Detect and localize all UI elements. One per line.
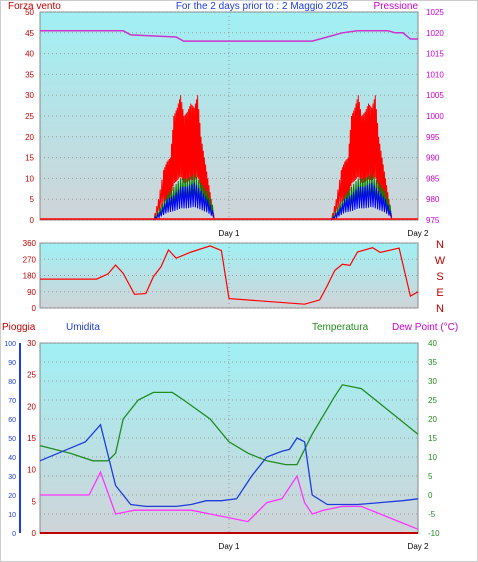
compass-label: E bbox=[436, 287, 443, 299]
rain-tick: 25 bbox=[27, 371, 36, 380]
wind-avg-line bbox=[153, 182, 214, 221]
temp-tick: -10 bbox=[428, 529, 440, 538]
wind-left-tick: 25 bbox=[25, 112, 34, 121]
pressure-tick: 1015 bbox=[426, 50, 444, 59]
temp-tick: 10 bbox=[428, 453, 437, 462]
pressure-tick: 995 bbox=[426, 133, 440, 142]
temp-tick: 40 bbox=[428, 339, 437, 348]
compass-label: N bbox=[436, 239, 444, 251]
humidity-tick: 80 bbox=[8, 379, 16, 386]
direction-tick: 0 bbox=[32, 304, 37, 313]
humidity-tick: 10 bbox=[8, 512, 16, 519]
rain-tick: 20 bbox=[27, 402, 36, 411]
humidity-tick: 20 bbox=[8, 493, 16, 500]
pressure-label: Pressione bbox=[374, 1, 419, 12]
dewpoint-line bbox=[40, 470, 419, 530]
pressure-line bbox=[40, 29, 418, 42]
pressure-tick: 975 bbox=[426, 216, 440, 225]
humidity-tick: 40 bbox=[8, 455, 16, 462]
temp-tick: 5 bbox=[428, 472, 433, 481]
rain-tick: 15 bbox=[27, 434, 36, 443]
pressure-tick: 990 bbox=[426, 154, 440, 163]
wind-left-tick: 5 bbox=[30, 195, 35, 204]
wind-left-tick: 10 bbox=[25, 174, 34, 183]
rain-tick: 0 bbox=[32, 529, 37, 538]
pressure-tick: 1020 bbox=[426, 29, 444, 38]
pressure-tick: 1025 bbox=[426, 8, 444, 17]
temp-tick: -5 bbox=[428, 510, 436, 519]
pressure-tick: 985 bbox=[426, 174, 440, 183]
wind-x-tick: Day 1 bbox=[219, 229, 240, 238]
temperature-label: Temperatura bbox=[312, 322, 369, 333]
temp-tick: 25 bbox=[428, 396, 437, 405]
temperature-line bbox=[39, 384, 419, 466]
humidity-tick: 100 bbox=[4, 341, 16, 348]
wind-title: For the 2 days prior to : 2 Maggio 2025 bbox=[176, 1, 349, 12]
humidity-line bbox=[39, 423, 419, 508]
direction-line bbox=[40, 245, 419, 305]
gust-line bbox=[153, 95, 215, 221]
direction-tick: 270 bbox=[23, 255, 37, 264]
pressure-tick: 1010 bbox=[426, 70, 444, 79]
rain-tick: 30 bbox=[27, 339, 36, 348]
compass-label: S bbox=[436, 271, 443, 283]
wind-left-tick: 15 bbox=[25, 154, 34, 163]
humidity-tick: 60 bbox=[8, 417, 16, 424]
humidity-tick: 70 bbox=[8, 398, 16, 405]
temp-x-tick: Day 1 bbox=[219, 542, 240, 551]
rain-tick: 5 bbox=[32, 497, 37, 506]
wind-left-tick: 0 bbox=[30, 216, 35, 225]
direction-tick: 360 bbox=[23, 239, 37, 248]
direction-tick: 180 bbox=[23, 272, 37, 281]
humidity-tick: 30 bbox=[8, 474, 16, 481]
temp-tick: 15 bbox=[428, 434, 437, 443]
temp-tick: 20 bbox=[428, 415, 437, 424]
humidity-tick: 90 bbox=[8, 360, 16, 367]
rain-label: Pioggia bbox=[2, 322, 36, 333]
temp-tick: 0 bbox=[428, 491, 433, 500]
wind-left-tick: 40 bbox=[25, 50, 34, 59]
dewpoint-label: Dew Point (°C) bbox=[392, 322, 458, 333]
wind-left-tick: 35 bbox=[25, 70, 34, 79]
temp-x-tick: Day 2 bbox=[408, 542, 429, 551]
gust-line bbox=[330, 95, 393, 221]
direction-tick: 90 bbox=[27, 288, 36, 297]
compass-label: N bbox=[436, 303, 444, 315]
wind-x-tick: Day 2 bbox=[408, 229, 429, 238]
compass-label: W bbox=[435, 255, 446, 267]
wind-avg-line bbox=[330, 182, 392, 221]
pressure-tick: 1005 bbox=[426, 91, 444, 100]
wind-left-tick: 50 bbox=[25, 8, 34, 17]
humidity-tick: 50 bbox=[8, 436, 16, 443]
wind-left-label: Forza vento bbox=[8, 1, 61, 12]
pressure-tick: 980 bbox=[426, 195, 440, 204]
temp-tick: 30 bbox=[428, 377, 437, 386]
humidity-label: Umidita bbox=[66, 322, 100, 333]
pressure-tick: 1000 bbox=[426, 112, 444, 121]
wind-left-tick: 45 bbox=[25, 29, 34, 38]
wind-left-tick: 30 bbox=[25, 91, 34, 100]
humidity-tick: 0 bbox=[12, 531, 16, 538]
rain-tick: 10 bbox=[27, 466, 36, 475]
wind-left-tick: 20 bbox=[25, 133, 34, 142]
temp-tick: 35 bbox=[428, 358, 437, 367]
